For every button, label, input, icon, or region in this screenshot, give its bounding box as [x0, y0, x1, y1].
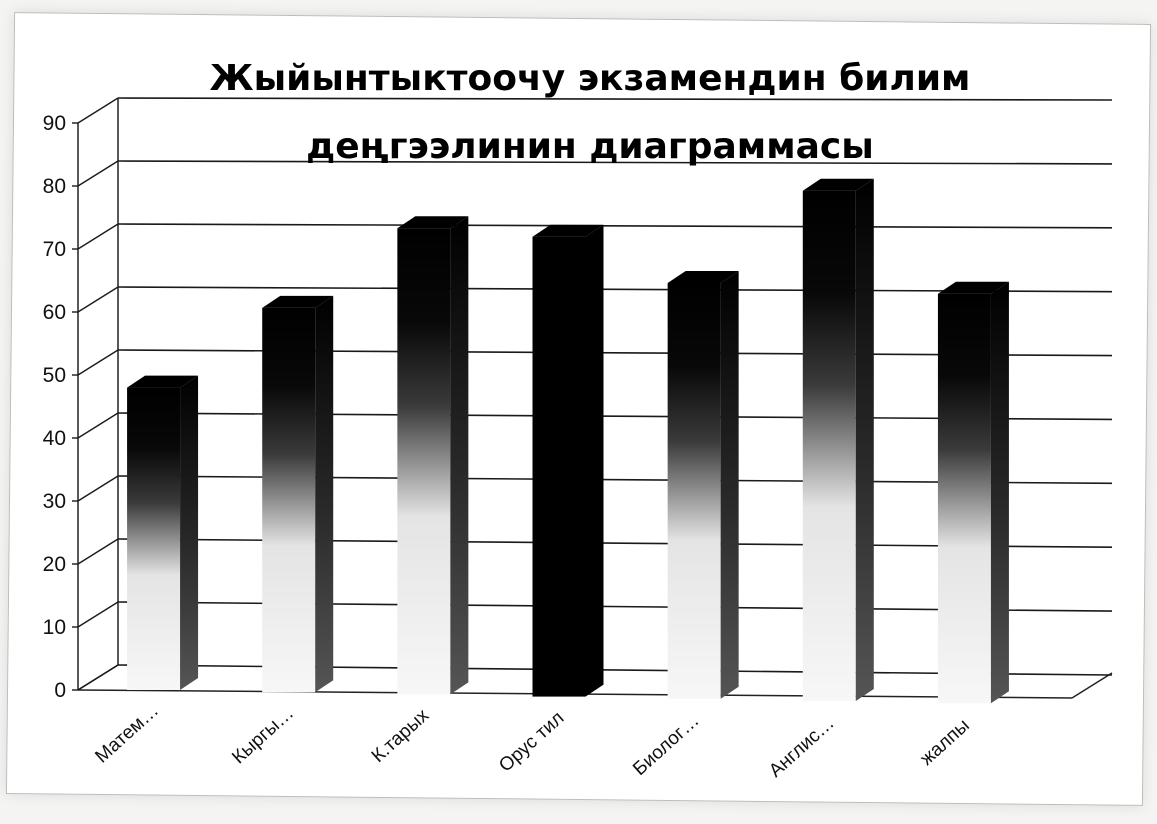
gridline-depth [77, 601, 119, 628]
gridline-depth [77, 475, 119, 502]
y-tick-label: 70 [43, 238, 66, 261]
y-tick-label: 60 [43, 301, 66, 324]
chart-title-line-2: деңгээлинин диаграммасы [306, 126, 874, 167]
y-tick-label: 80 [43, 175, 66, 198]
gridline-depth [77, 349, 119, 376]
x-tick-label: Биолог… [629, 710, 703, 780]
bar-top [532, 224, 604, 237]
gridline-depth [77, 223, 119, 250]
floor-right-edge [1071, 672, 1113, 699]
gridline-depth [77, 160, 119, 187]
bar [802, 190, 856, 701]
gridline-depth [77, 412, 119, 439]
bar-top [667, 271, 739, 283]
y-axis-ticks: 0 10 20 30 40 50 60 70 80 90 [43, 112, 66, 702]
gridline-depth [77, 664, 119, 691]
bar-side [450, 216, 469, 695]
bar-top [937, 281, 1009, 294]
bar-top [262, 295, 334, 308]
bar [937, 293, 991, 704]
bar-top [802, 178, 874, 191]
y-tick-label: 40 [43, 427, 66, 450]
x-tick-label: жалпы [916, 715, 973, 770]
gridline [117, 223, 1113, 229]
x-tick-label: Англис… [765, 713, 838, 782]
gridline-depth [77, 538, 119, 565]
bar [667, 283, 721, 699]
y-tick-label: 20 [43, 553, 66, 576]
x-tick-label: К.тарых [368, 705, 434, 767]
x-tick-label: Орус тил [495, 708, 568, 777]
gridline-depth [77, 97, 119, 124]
y-tick-label: 90 [43, 112, 66, 135]
gridline [117, 160, 1113, 165]
bar-side [720, 271, 739, 699]
y-tick-label: 50 [43, 364, 66, 387]
bar [127, 387, 181, 690]
gridline [117, 97, 1113, 101]
bar-side [855, 178, 874, 701]
bar-top [127, 375, 199, 388]
bar-side [990, 281, 1009, 704]
bars [127, 178, 1009, 704]
bar-side [315, 295, 334, 693]
chart-title-line-1: Жыйынтыктоочу экзамендин билим [210, 58, 971, 99]
bar [262, 307, 316, 693]
bar-side [585, 224, 604, 697]
y-tick-label: 0 [54, 679, 66, 702]
gridline-depth [77, 286, 119, 313]
x-tick-label: Матем… [91, 700, 163, 767]
y-tick-label: 30 [43, 490, 66, 513]
bar [532, 236, 586, 697]
x-axis-labels: Матем… Кыргы… К.тарых Орус тил Биолог… Англис… [91, 700, 973, 782]
bar [397, 228, 451, 695]
x-tick-label: Кыргы… [228, 703, 298, 769]
bar-top [397, 216, 469, 229]
bar-side [180, 375, 199, 690]
y-tick-label: 10 [43, 616, 66, 639]
